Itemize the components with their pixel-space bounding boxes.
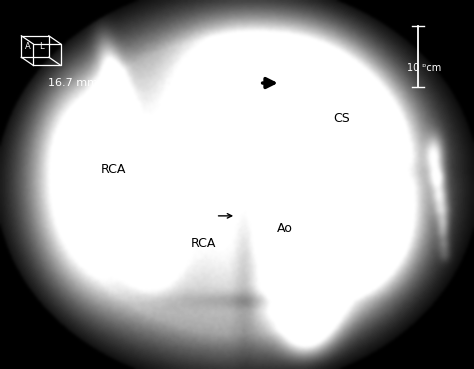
- Text: 10 ᶛcm: 10 ᶛcm: [407, 63, 441, 73]
- Text: A: A: [25, 42, 30, 51]
- Text: Ao: Ao: [276, 222, 292, 235]
- Text: CS: CS: [333, 111, 350, 125]
- Text: 16.7 mm: 16.7 mm: [48, 78, 99, 88]
- Text: L: L: [39, 42, 44, 51]
- Text: RCA: RCA: [191, 237, 217, 250]
- Text: RCA: RCA: [101, 163, 127, 176]
